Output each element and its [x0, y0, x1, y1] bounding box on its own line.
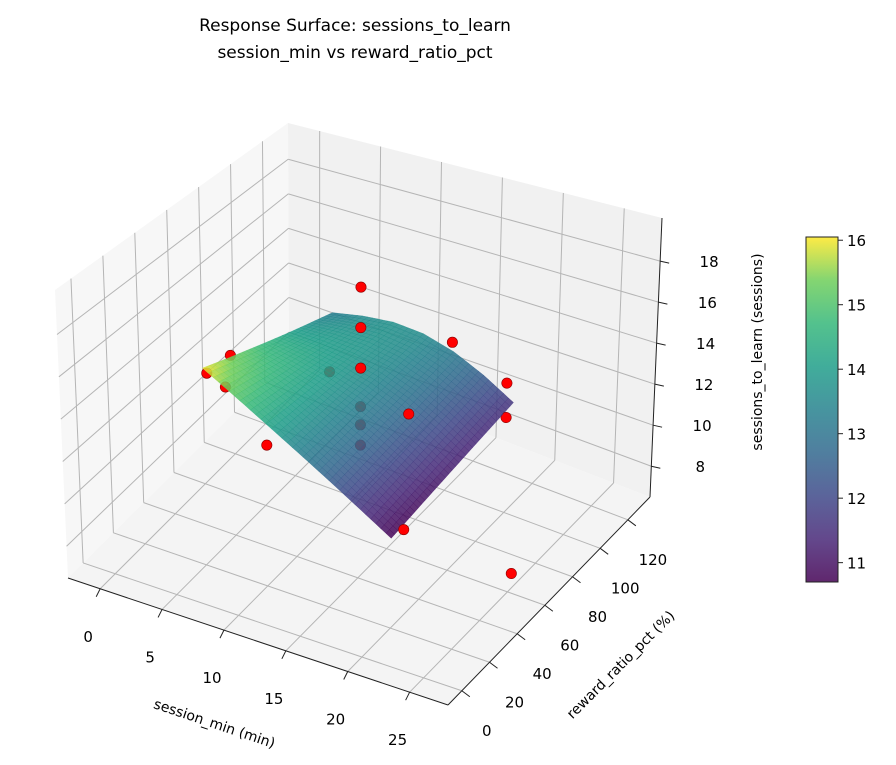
y-gridline [113, 532, 490, 663]
y-tick-mark [627, 519, 637, 527]
z-tick-mark [654, 383, 664, 387]
z-tick-label: 16 [698, 294, 717, 312]
data-point [403, 408, 415, 420]
surface-patch [385, 529, 395, 539]
data-point [355, 362, 367, 374]
z-gridline [60, 228, 289, 420]
x-tick-label: 25 [388, 731, 407, 749]
x-tick-mark [157, 609, 163, 618]
data-point [446, 336, 458, 348]
z-tick-mark [651, 465, 661, 469]
y-tick-mark [461, 690, 471, 698]
z-tick-mark [658, 301, 668, 305]
colorbar-tick-label: 14 [847, 361, 866, 379]
plot-content [201, 281, 517, 579]
chart-subtitle: session_min vs reward_ratio_pct [217, 43, 492, 63]
y-tick-mark [516, 633, 526, 641]
z-gridline [288, 158, 661, 262]
x-tick-mark [405, 691, 411, 701]
z-tick-mark [652, 424, 663, 428]
x-tick-label: 15 [264, 690, 283, 708]
z-axis-label: sessions_to_learn (sessions) [750, 253, 766, 450]
y-tick-label: 100 [611, 579, 640, 597]
y-gridline [82, 562, 462, 692]
y-axis-line [447, 496, 651, 706]
colorbar-tick-label: 13 [847, 426, 866, 444]
colorbar-tick-label: 16 [847, 232, 866, 250]
z-gridline [288, 262, 656, 385]
chart-title: Response Surface: sessions_to_learn [199, 16, 511, 36]
z-tick-label: 14 [696, 335, 715, 353]
colorbar-tick-label: 11 [847, 555, 866, 573]
data-point [501, 377, 513, 389]
left-pane [55, 123, 289, 578]
x-gridline [409, 482, 614, 693]
y-gridline [166, 209, 175, 473]
back-pane [288, 123, 662, 497]
x-gridline [347, 459, 556, 672]
y-tick-mark [572, 576, 581, 584]
colorbar-gradient [805, 236, 839, 583]
x-tick-label: 0 [83, 628, 93, 646]
z-tick-label: 10 [693, 417, 712, 435]
x-tick-label: 5 [145, 648, 155, 666]
y-gridline [173, 472, 546, 606]
z-tick-label: 8 [696, 458, 706, 476]
y-gridline [143, 502, 518, 635]
y-gridline [70, 278, 84, 563]
y-tick-label: 0 [482, 722, 492, 740]
colorbar-tick-label: 12 [847, 490, 866, 508]
z-gridline [288, 227, 657, 344]
z-tick-mark [660, 260, 670, 264]
z-gridline [56, 158, 289, 335]
axis-panes [55, 123, 662, 705]
data-point [261, 439, 273, 451]
x-tick-mark [281, 650, 287, 660]
x-axis-line [67, 577, 449, 706]
data-point [355, 322, 367, 334]
y-gridline [102, 255, 114, 533]
x-axis-label: session_min (min) [152, 696, 278, 751]
y-axis-label: reward_ratio_pct (%) [564, 608, 678, 722]
x-gridline [613, 208, 625, 483]
z-tick-mark [656, 342, 666, 346]
y-tick-label: 20 [505, 693, 524, 711]
data-point [505, 567, 517, 579]
colorbar: 11 12 13 14 15 16 [805, 232, 866, 583]
y-gridline [198, 187, 205, 443]
data-point [500, 411, 512, 423]
y-tick-mark [544, 604, 554, 612]
z-gridline [62, 262, 289, 462]
data-point [355, 281, 367, 293]
z-gridline [64, 297, 290, 505]
y-gridline [134, 232, 145, 503]
y-tick-label: 40 [533, 665, 552, 683]
x-tick-label: 20 [326, 711, 345, 729]
y-tick-label: 80 [588, 608, 607, 626]
x-tick-mark [95, 588, 101, 597]
floor-pane [68, 358, 650, 705]
z-tick-label: 18 [700, 253, 719, 271]
z-gridline [58, 193, 289, 378]
y-gridline [261, 141, 266, 383]
x-gridline [554, 192, 564, 461]
y-tick-label: 120 [639, 551, 668, 569]
colorbar-tick-label: 15 [847, 297, 866, 315]
y-tick-label: 60 [560, 636, 579, 654]
y-tick-mark [599, 547, 609, 555]
y-tick-mark [489, 661, 498, 669]
z-tick-label: 12 [694, 376, 713, 394]
x-tick-mark [219, 629, 225, 639]
x-gridline [285, 437, 497, 652]
data-point [398, 524, 410, 536]
z-gridline [288, 193, 659, 303]
x-tick-label: 10 [202, 669, 221, 687]
z-axis-line [649, 217, 663, 498]
x-tick-mark [343, 671, 349, 680]
